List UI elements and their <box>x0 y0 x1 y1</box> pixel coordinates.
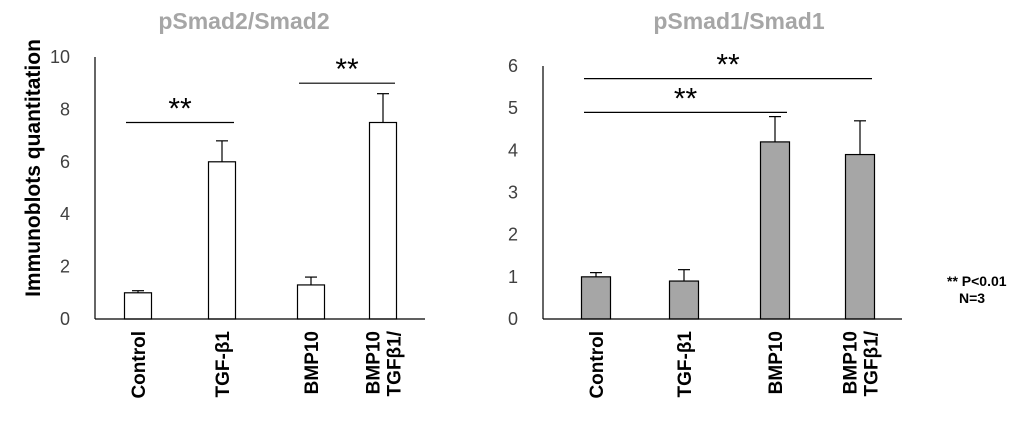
y-tick-label: 4 <box>60 204 70 224</box>
y-tick-label: 2 <box>60 257 70 277</box>
y-tick-label: 3 <box>508 183 518 203</box>
bar <box>296 284 326 320</box>
bar <box>668 280 700 320</box>
y-tick-label: 4 <box>508 140 518 160</box>
y-tick-label: 1 <box>508 267 518 287</box>
x-tick-label: BMP10 <box>302 331 323 394</box>
significance-label: ** <box>335 53 359 86</box>
y-tick-label: 6 <box>60 152 70 172</box>
y-axis-label: Immunoblots quantitation <box>22 39 45 297</box>
footnote-significance: ** P<0.01 <box>947 273 1007 289</box>
bar <box>368 121 398 320</box>
x-tick-label: BMP10 <box>766 331 787 394</box>
y-tick-label: 10 <box>50 47 70 67</box>
x-tick-label: BMP10 <box>364 331 385 394</box>
x-tick-label: Control <box>587 331 608 399</box>
significance-label: ** <box>674 82 698 115</box>
y-tick-label: 0 <box>60 309 70 329</box>
x-tick-label: TGF-β1 <box>675 331 696 398</box>
bar <box>207 161 237 320</box>
chart-title: pSmad1/Smad1 <box>653 8 824 34</box>
significance-label: ** <box>716 49 740 82</box>
bar <box>759 141 791 320</box>
bar <box>123 292 153 320</box>
y-tick-label: 8 <box>60 99 70 119</box>
significance-label: ** <box>168 93 192 126</box>
bar <box>580 276 612 320</box>
footnote-sample-size: N=3 <box>959 290 985 306</box>
x-tick-label: TGF-β1 <box>213 331 234 398</box>
bar <box>844 153 876 320</box>
x-tick-label: Control <box>129 331 150 399</box>
x-tick-label: TGFβ1/ <box>862 330 883 396</box>
y-tick-label: 6 <box>508 56 518 76</box>
x-tick-label: TGFβ1/ <box>385 330 406 396</box>
x-tick-label: BMP10 <box>841 331 862 394</box>
y-tick-label: 5 <box>508 98 518 118</box>
y-tick-label: 2 <box>508 225 518 245</box>
chart-title: pSmad2/Smad2 <box>158 8 329 34</box>
y-tick-label: 0 <box>508 309 518 329</box>
